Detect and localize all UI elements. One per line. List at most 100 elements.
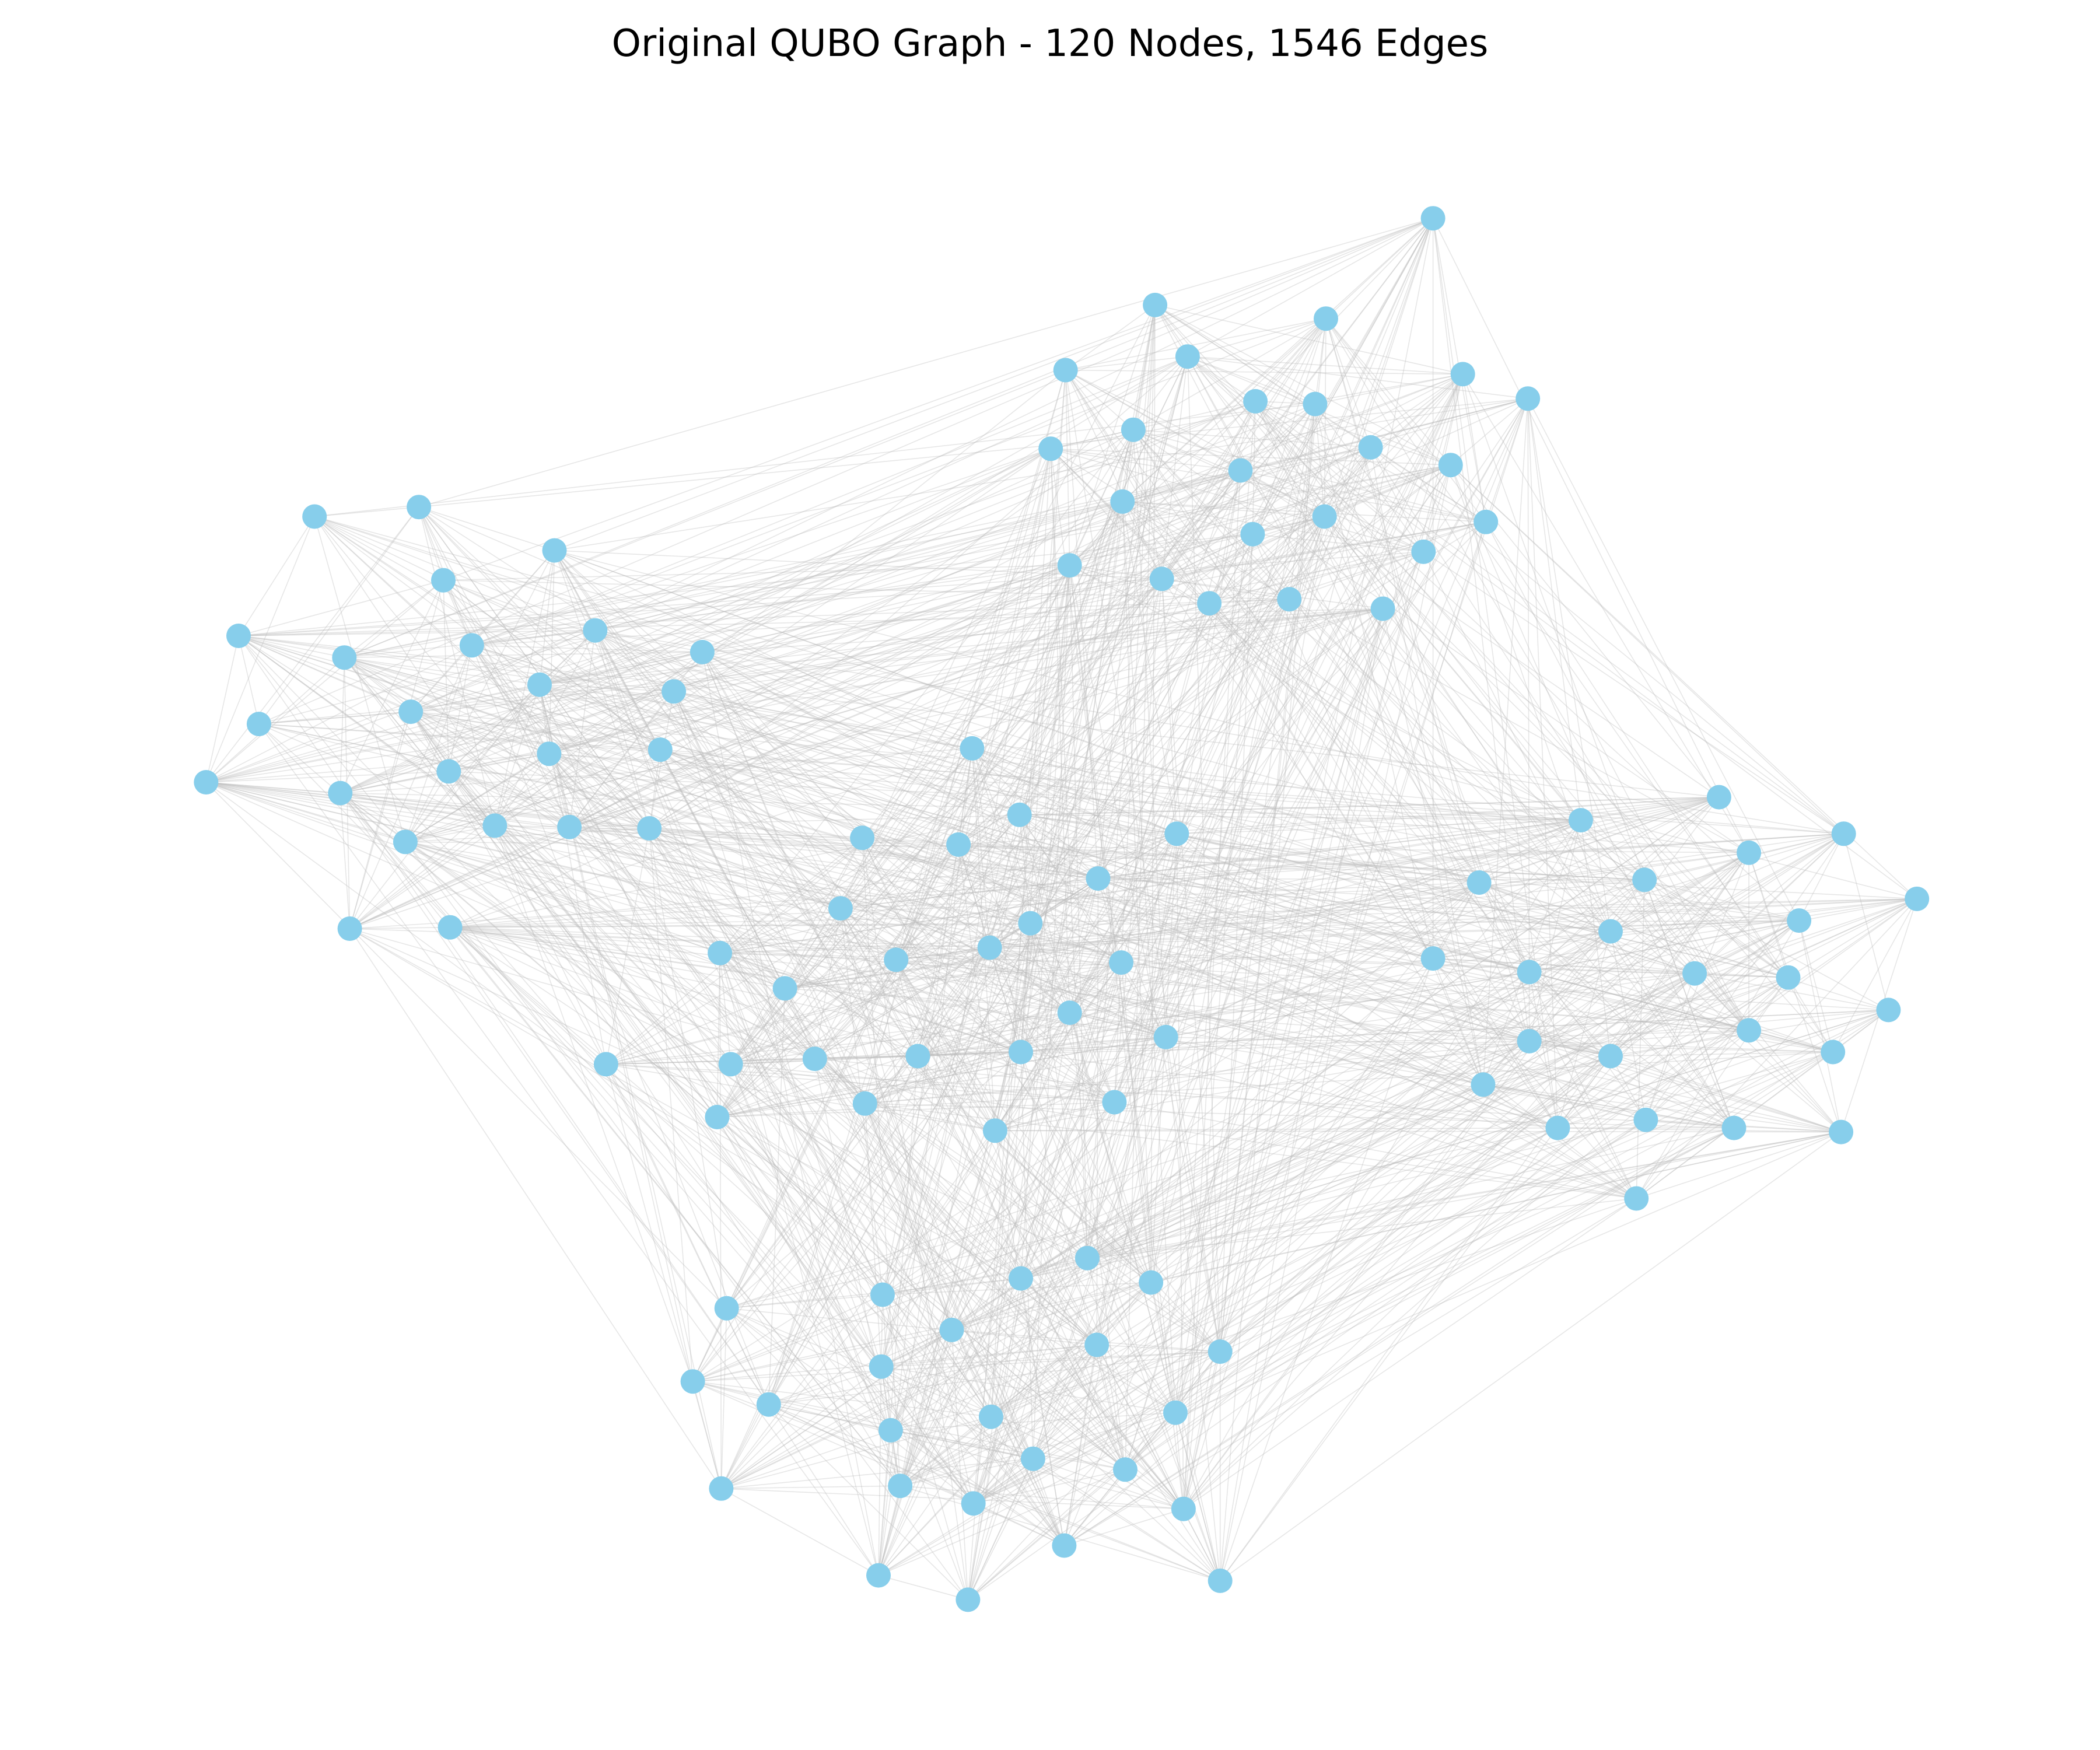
graph-edge <box>340 793 974 1504</box>
graph-edge <box>1051 448 1486 523</box>
graph-edge <box>1069 565 1152 1283</box>
graph-edge <box>405 841 1749 853</box>
graph-edge <box>1220 920 1800 1352</box>
graph-edge <box>450 898 1917 928</box>
graph-edge <box>995 1127 1558 1132</box>
graph-edge <box>205 657 345 783</box>
graph-edge <box>702 652 1177 835</box>
graph-edge <box>554 550 1611 932</box>
graph-edge <box>1240 447 1371 471</box>
graph-edge <box>450 920 1800 928</box>
graph-edge <box>450 748 972 928</box>
graph-edge <box>878 962 1122 1576</box>
graph-edge <box>702 652 1695 974</box>
graph-node <box>1314 306 1338 331</box>
graph-edge <box>730 959 897 1065</box>
graph-edge <box>1644 879 1788 978</box>
graph-edge <box>569 826 863 839</box>
graph-edge <box>418 506 1122 963</box>
graph-edge <box>340 792 650 829</box>
graph-edge <box>405 645 473 842</box>
graph-node <box>1466 870 1492 895</box>
graph-edge <box>784 988 1065 1546</box>
graph-edge <box>449 771 1734 1129</box>
graph-edge <box>410 218 1433 712</box>
graph-edge <box>471 645 769 1405</box>
graph-edge <box>1050 449 1088 1258</box>
graph-edge <box>418 506 1177 835</box>
graph-edge <box>721 1458 1033 1489</box>
graph-edge <box>595 629 1844 835</box>
graph-edge <box>410 711 901 1486</box>
graph-edge <box>1219 318 1326 1352</box>
graph-edge <box>1694 973 1749 1031</box>
graph-edge <box>989 878 1098 949</box>
graph-edge <box>958 844 1637 1199</box>
graph-edge <box>702 608 1383 653</box>
graph-edge <box>1069 565 1088 1258</box>
graph-node <box>438 915 463 940</box>
graph-edge <box>549 516 1325 754</box>
graph-edge <box>554 550 1917 900</box>
graph-edge <box>1610 931 1647 1120</box>
graph-edge <box>989 516 1325 948</box>
graph-edge <box>554 550 1162 580</box>
graph-edge <box>673 691 1021 1279</box>
graph-edge <box>1020 429 1134 1052</box>
graph-node <box>1632 867 1657 892</box>
chart-title: Original QUBO Graph - 120 Nodes, 1546 Ed… <box>611 22 1489 65</box>
graph-edge <box>1161 522 1486 580</box>
graph-node <box>1876 998 1901 1023</box>
graph-edge <box>1161 404 1316 579</box>
graph-edge <box>1187 318 1326 357</box>
graph-edge <box>1175 516 1325 1413</box>
graph-edge <box>539 684 1611 1057</box>
graph-edge <box>1176 834 1184 1509</box>
graph-edge <box>895 959 1176 1413</box>
graph-edge <box>238 635 883 1296</box>
graph-edge <box>881 1041 1530 1367</box>
graph-edge <box>1450 464 1845 834</box>
graph-edge <box>1030 922 1122 963</box>
graph-edge <box>895 960 1126 1470</box>
graph-edge <box>1051 448 1241 471</box>
graph-edge <box>702 652 1637 1199</box>
graph-edge <box>1087 971 1530 1259</box>
graph-edge <box>471 645 540 685</box>
graph-edge <box>1289 404 1316 600</box>
graph-edge <box>1529 1041 1833 1053</box>
graph-node <box>1009 1040 1033 1065</box>
graph-edge <box>1183 852 1749 1510</box>
graph-edge <box>594 629 1558 1129</box>
graph-edge <box>1051 448 1451 466</box>
graph-edge <box>1087 930 1611 1259</box>
graph-node <box>939 1317 964 1342</box>
graph-edge <box>1063 470 1241 1546</box>
graph-edge <box>238 635 661 750</box>
graph-edge <box>1096 882 1480 1346</box>
graph-edge <box>878 1282 1152 1576</box>
graph-edge <box>989 565 1070 948</box>
graph-edge <box>768 449 1051 1405</box>
graph-edge <box>692 1381 1034 1460</box>
graph-edge <box>206 398 1528 783</box>
graph-edge <box>1065 370 1484 1085</box>
graph-edge <box>238 635 495 827</box>
graph-edge <box>314 516 1645 881</box>
graph-edge <box>768 1404 968 1600</box>
graph-edge <box>569 827 1221 1352</box>
graph-edge <box>594 630 786 989</box>
graph-edge <box>1121 796 1720 963</box>
graph-edge <box>1610 1055 1842 1133</box>
graph-edge <box>1133 429 1530 1042</box>
graph-edge <box>349 753 550 929</box>
graph-edge <box>719 953 1065 1546</box>
graph-edge <box>1161 579 1178 834</box>
graph-edge <box>238 578 1162 636</box>
graph-edge <box>1485 522 1749 1031</box>
graph-edge <box>443 579 1530 973</box>
graph-edge <box>1175 608 1384 1413</box>
graph-edge <box>206 782 1021 1053</box>
graph-edge <box>864 962 1122 1104</box>
graph-edge <box>1255 401 1451 466</box>
